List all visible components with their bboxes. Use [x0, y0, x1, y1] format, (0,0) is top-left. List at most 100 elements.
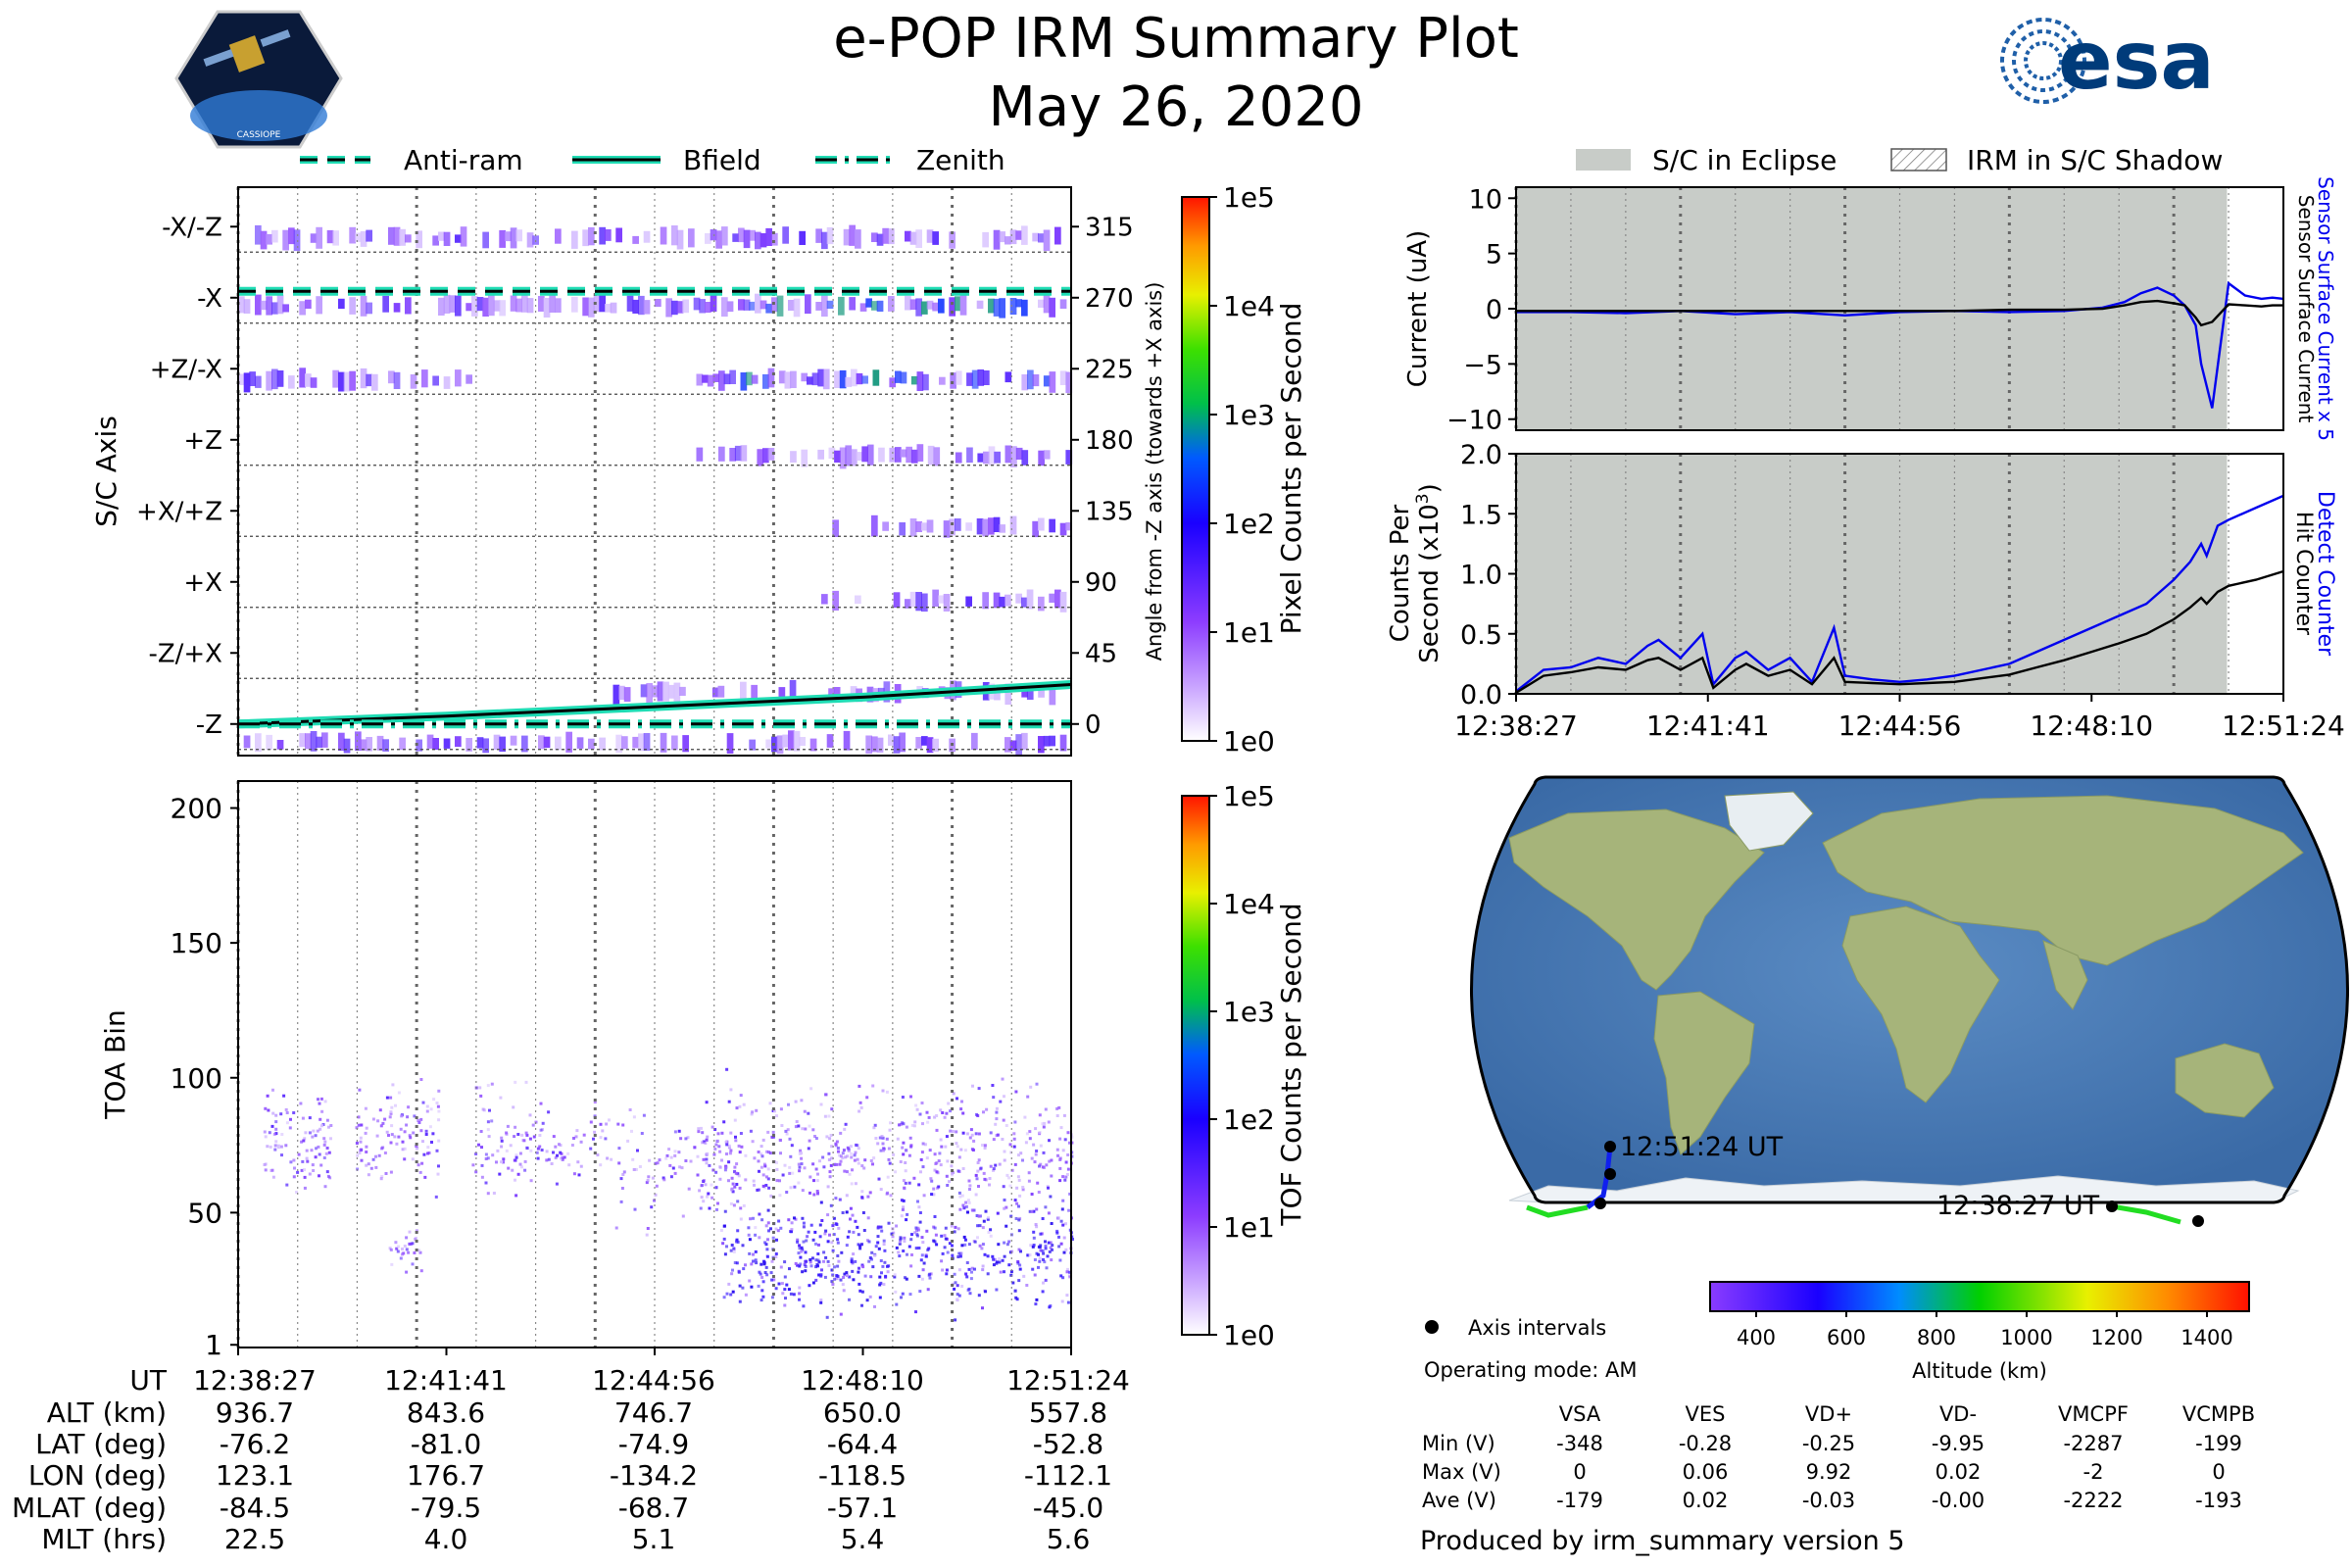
toa-heat-cell: [854, 1259, 858, 1263]
toa-heat-cell: [302, 1139, 306, 1143]
toa-heat-cell: [507, 1166, 511, 1170]
toa-heat-cell: [723, 1252, 727, 1256]
sc-axis-frame: [237, 186, 1072, 757]
toa-heat-cell: [833, 1265, 836, 1269]
toa-heat-cell: [700, 1126, 703, 1130]
toa-heat-cell: [955, 1130, 958, 1134]
toa-heat-cell: [633, 1207, 637, 1211]
toa-heat-cell: [736, 1240, 740, 1244]
toa-heat-cell: [915, 1107, 919, 1111]
sc-axis-heat-cell: [943, 594, 951, 612]
toa-heat-cell: [808, 1284, 811, 1288]
toa-heat-cell: [961, 1111, 965, 1115]
toa-heat-cell: [761, 1184, 765, 1188]
toa-heat-cell: [901, 1146, 905, 1150]
toa-heat-cell: [1063, 1178, 1067, 1182]
toa-heat-cell: [1045, 1266, 1049, 1270]
toa-heat-cell: [767, 1186, 771, 1190]
toa-heat-cell: [909, 1145, 913, 1149]
toa-heat-cell: [920, 1151, 924, 1154]
parameter-cell: -68.7: [618, 1492, 689, 1524]
toa-heat-cell: [761, 1173, 765, 1177]
toa-heat-cell: [697, 1127, 701, 1131]
toa-heat-cell: [854, 1151, 858, 1154]
toa-heat-cell: [1055, 1106, 1059, 1110]
sc-axis-heat-cell: [955, 518, 961, 531]
toa-heat-cell: [724, 1141, 728, 1144]
sc-axis-heat-cell: [955, 452, 962, 464]
toa-heat-cell: [681, 1214, 685, 1218]
toa-heat-cell: [789, 1186, 793, 1190]
sc-axis-heat-cell: [776, 295, 784, 317]
toa-heat-cell: [620, 1187, 624, 1190]
toa-heat-cell: [788, 1267, 791, 1271]
sc-axis-heat-cell: [938, 298, 945, 314]
toa-heat-cell: [780, 1124, 784, 1127]
toa-heat-cell: [846, 1154, 850, 1158]
sc-axis-heat-cell: [861, 375, 868, 384]
toa-heat-cell: [940, 1234, 944, 1238]
toa-heat-cell: [852, 1278, 856, 1282]
toa-heat-cell: [949, 1109, 953, 1113]
parameter-cell: 12:38:27: [193, 1364, 317, 1396]
toa-heat-cell: [1044, 1107, 1048, 1111]
toa-heat-cell: [312, 1129, 316, 1133]
toa-heat-cell: [523, 1159, 527, 1163]
toa-heat-cell: [788, 1137, 792, 1141]
toa-heat-cell: [383, 1117, 387, 1121]
pixel-colorbar-tick-label: 1e3: [1223, 399, 1275, 431]
sc-axis-heat-cell: [388, 226, 395, 245]
sc-axis-heat-cell: [632, 736, 639, 749]
sc-axis-heat-cell: [521, 735, 528, 753]
toa-heat-cell: [809, 1223, 813, 1227]
sc-axis-heat-cell: [893, 592, 901, 609]
toa-heat-cell: [839, 1159, 843, 1163]
sc-axis-heat-cell: [618, 685, 625, 701]
toa-heat-cell: [403, 1245, 407, 1248]
sc-axis-heat-cell: [1021, 225, 1028, 245]
toa-heat-cell: [727, 1100, 731, 1103]
toa-heat-cell: [1068, 1275, 1072, 1279]
toa-heat-cell: [727, 1160, 731, 1164]
sc-axis-heat-cell: [455, 369, 462, 387]
toa-heat-cell: [820, 1268, 823, 1272]
toa-heat-cell: [730, 1272, 734, 1276]
toa-heat-cell: [986, 1272, 990, 1276]
toa-heat-cell: [758, 1270, 761, 1274]
toa-heat-cell: [988, 1177, 992, 1180]
toa-heat-cell: [823, 1275, 827, 1279]
toa-heat-cell: [737, 1269, 741, 1273]
parameter-cell: -74.9: [618, 1428, 689, 1460]
sc-axis-heat-cell: [993, 516, 1001, 532]
sc-axis-heat-cell: [966, 372, 973, 386]
toa-heat-cell: [868, 1295, 872, 1298]
toa-heat-cell: [824, 1255, 828, 1259]
toa-heat-cell: [774, 1287, 778, 1291]
toa-heat-cell: [742, 1102, 746, 1106]
sc-axis-heat-cell: [676, 301, 684, 314]
toa-heat-cell: [981, 1268, 985, 1272]
toa-heat-cell: [360, 1148, 364, 1152]
toa-heat-cell: [1038, 1113, 1042, 1117]
sc-axis-heat-cell: [243, 372, 251, 393]
sc-axis-heat-cell: [299, 368, 306, 388]
toa-heat-cell: [419, 1117, 423, 1121]
toa-heat-cell: [834, 1197, 838, 1200]
toa-heat-cell: [903, 1236, 906, 1240]
toa-heat-cell: [1065, 1173, 1069, 1176]
voltage-cell: 0.06: [1683, 1460, 1729, 1484]
sc-axis-heat-cell: [276, 740, 284, 750]
toa-heat-cell: [868, 1191, 872, 1195]
sc-axis-heat-cell: [715, 230, 722, 249]
toa-heat-cell: [314, 1134, 318, 1138]
current-series-blue: [1516, 280, 2284, 409]
toa-heat-cell: [804, 1269, 808, 1273]
toa-heat-cell: [956, 1255, 960, 1258]
sc-axis-heat-cell: [921, 301, 928, 315]
toa-heat-cell: [280, 1133, 284, 1136]
toa-heat-cell: [938, 1152, 942, 1155]
toa-heat-cell: [662, 1178, 666, 1182]
toa-heat-cell: [500, 1139, 504, 1143]
counts-series-black: [1515, 569, 2284, 694]
